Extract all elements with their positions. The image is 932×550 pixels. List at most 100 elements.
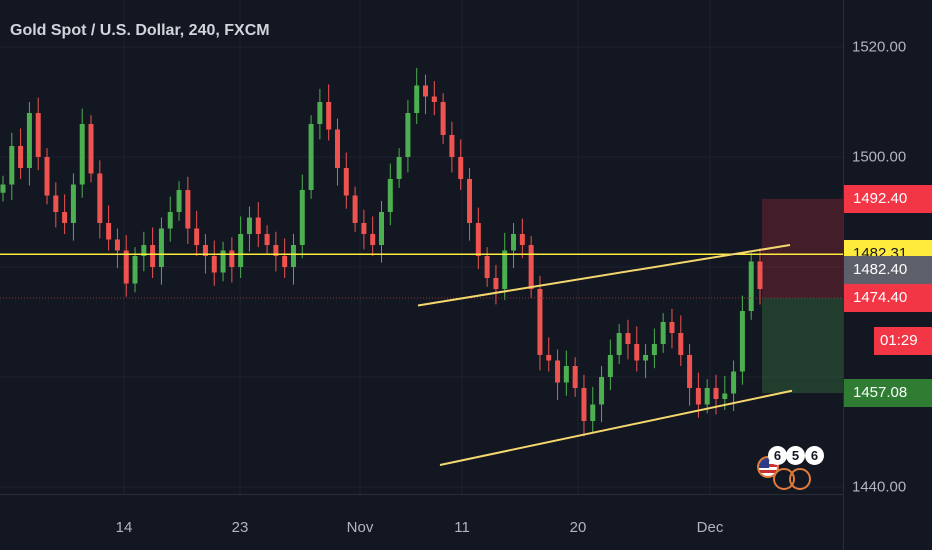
price-chart[interactable] [0,0,843,494]
candle-body [713,388,719,399]
chart-area[interactable]: Gold Spot / U.S. Dollar, 240, FXCM 6 5 6 [0,0,843,494]
event-count-2: 5 [786,446,805,465]
candle-body [695,388,701,405]
candle-body [581,388,587,421]
symbol-title[interactable]: Gold Spot / U.S. Dollar, 240, FXCM [10,22,270,39]
take-profit-tag[interactable]: 1457.08 [844,379,932,408]
candle-body [352,195,358,223]
time-tick: Nov [346,519,374,536]
candle-body [484,256,490,278]
candle-body [123,250,129,284]
price-tick: 1440.00 [852,478,907,496]
candle-body [528,245,534,289]
economic-events[interactable]: 6 5 6 [755,446,824,492]
candle-body [379,212,384,245]
time-tick: 23 [231,519,249,536]
last-price-tag[interactable]: 1482.40 [844,256,932,285]
price-tick: 1520.00 [852,38,907,56]
candle-body [634,344,640,361]
candle-body [290,245,296,267]
candle-body [246,217,252,234]
candle-body [167,212,173,229]
candle-body [625,333,631,344]
candle-body [563,366,569,383]
candle-body [651,344,657,355]
candle-body [343,168,349,196]
candle-body [493,278,499,289]
candle-body [79,124,85,185]
candle-body [229,250,235,267]
candle-body [704,388,710,405]
candle-body [440,102,446,135]
countdown-tag[interactable]: 01:29 [874,327,932,356]
candle-body [572,366,578,388]
stop-loss-tag[interactable]: 1492.40 [844,184,932,213]
candle-body [590,404,596,421]
event-ring-icon [789,468,811,490]
candle-body [26,113,32,168]
candle-body [669,322,675,333]
candle-body [370,234,376,245]
candle-body [238,234,244,267]
candle-body [414,85,420,113]
candle-body [660,322,666,344]
event-count-3: 6 [805,446,824,465]
candle-body [62,212,68,223]
time-axis[interactable]: 14 23 Nov 11 20 Dec [0,494,843,550]
candle-body [722,393,728,399]
candle-body [106,223,112,240]
candle-body [387,179,393,212]
time-tick: 14 [115,519,133,536]
candle-body [202,245,208,256]
candle-body [194,228,200,245]
candle-body [739,311,745,372]
candle-body [458,157,464,179]
price-tick: 1500.00 [852,148,907,166]
candle-body [18,146,24,168]
candle-body [70,184,76,223]
candle-body [757,261,763,289]
candle-body [264,234,270,245]
candle-body [176,190,182,212]
candle-body [616,333,622,355]
candle-body [317,102,323,124]
candle-body [0,184,6,193]
candle-body [158,228,164,267]
candle-body [132,256,138,284]
candle-body [687,355,693,388]
candle-body [431,96,437,102]
time-tick: Dec [696,519,724,536]
time-tick: 20 [569,519,587,536]
candle-body [9,146,15,185]
candle-body [599,377,605,405]
candle-body [299,190,305,245]
candle-body [185,190,191,229]
candle-body [678,333,684,355]
candle-body [475,223,481,256]
candle-body [35,113,41,157]
candle-body [519,234,525,245]
candle-body [502,250,508,289]
entry-price-tag[interactable]: 1474.40 [844,283,932,312]
candle-body [211,256,217,273]
candle-body [114,239,120,251]
channel-upper-line [417,244,791,307]
candle-body [405,113,411,157]
price-axis[interactable]: 1520.00 1500.00 1440.00 1492.40 1482.31 14… [843,0,932,550]
candle-body [361,223,367,234]
candle-body [555,360,561,383]
candle-body [326,102,332,130]
candle-body [643,355,649,361]
candle-body [150,245,156,267]
candle-body [88,124,94,174]
candle-body [308,124,314,190]
channel-lower-line [439,389,793,466]
candle-body [537,289,543,355]
event-count-1: 6 [768,446,787,465]
candle-body [607,355,613,377]
candle-body [449,135,455,157]
candle-body [97,173,103,223]
candle-body [273,245,279,256]
candle-body [282,256,288,267]
candle-body [423,85,429,97]
